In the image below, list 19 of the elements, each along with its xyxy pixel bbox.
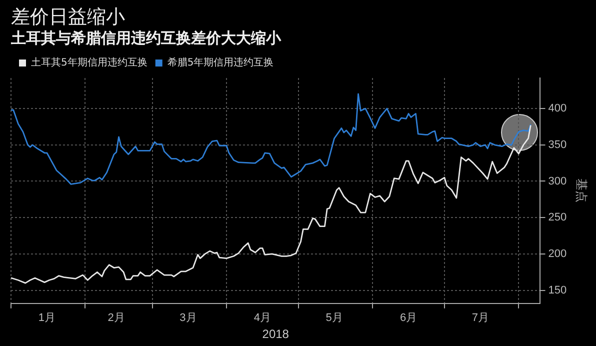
legend-label: 希腊5年期信用违约互换 bbox=[167, 56, 274, 69]
chart-subtitle: 土耳其与希腊信用违约互换差价大大缩小 bbox=[11, 29, 281, 47]
y-tick-label: 250 bbox=[548, 212, 567, 224]
x-tick-label: 6月 bbox=[400, 312, 418, 324]
y-tick-label: 150 bbox=[548, 284, 567, 296]
x-tick-label: 1月 bbox=[38, 312, 56, 324]
x-tick-label: 3月 bbox=[180, 312, 197, 324]
y-axis-title: 基点 bbox=[574, 178, 588, 203]
y-tick-label: 400 bbox=[548, 102, 567, 115]
x-tick-label: 5月 bbox=[326, 312, 343, 324]
y-tick-label: 350 bbox=[548, 138, 567, 151]
x-tick-label: 7月 bbox=[472, 312, 489, 324]
x-tick-label: 2月 bbox=[108, 312, 125, 324]
legend-label: 土耳其5年期信用违约互换 bbox=[31, 56, 148, 69]
x-axis-title: 2018 bbox=[262, 327, 290, 342]
y-tick-label: 200 bbox=[548, 248, 567, 260]
chart-title: 差价日益缩小 bbox=[11, 6, 125, 28]
y-tick-label: 300 bbox=[548, 175, 567, 188]
x-tick-label: 4月 bbox=[254, 312, 272, 324]
